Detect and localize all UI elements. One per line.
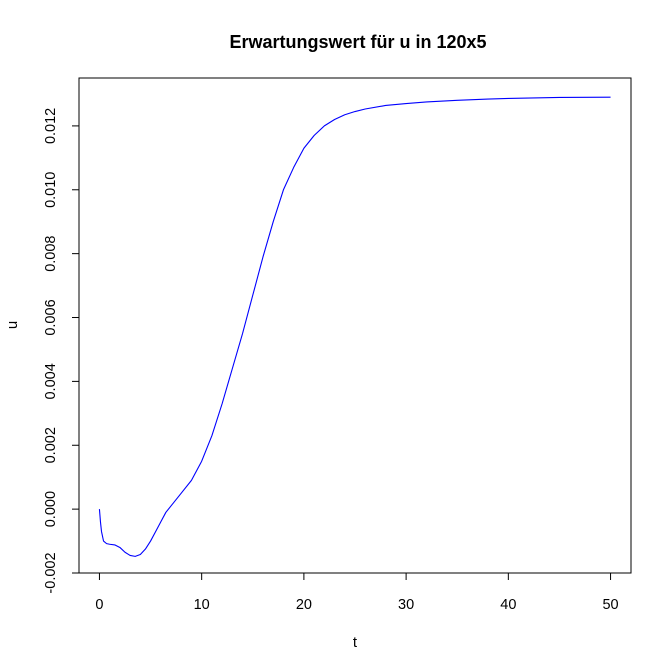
x-axis: 0 10 20 30 40 50 (95, 572, 619, 613)
x-axis-label: t (353, 634, 358, 651)
x-tick-label: 0 (95, 597, 103, 613)
y-tick-label: 0.000 (43, 491, 59, 527)
y-tick-label: 0.008 (43, 235, 59, 271)
y-axis-label: u (4, 321, 21, 329)
series-layer (98, 96, 611, 557)
x-tick-label: 40 (500, 597, 516, 613)
y-axis: -0.002 0.000 0.002 0.004 0.006 0.008 0.010 0.01… (43, 108, 80, 594)
x-tick-label: 10 (194, 597, 210, 613)
y-tick-label: 0.010 (43, 172, 59, 208)
x-tick-label: 30 (398, 597, 414, 613)
y-tick-label: 0.002 (43, 427, 59, 463)
y-tick-label: -0.002 (43, 552, 59, 593)
y-tick-label: 0.006 (43, 299, 59, 335)
x-tick-label: 20 (296, 597, 312, 613)
plot-frame (78, 77, 632, 574)
series-line (98, 96, 611, 557)
chart-title: Erwartungswert für u in 120x5 (229, 32, 486, 52)
y-tick-label: 0.004 (43, 363, 59, 399)
x-tick-label: 50 (602, 597, 618, 613)
y-tick-label: 0.012 (43, 108, 59, 144)
